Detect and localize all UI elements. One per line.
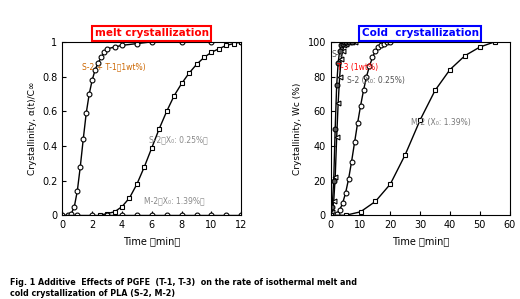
Text: S-2: S-2 [332,51,344,60]
Text: S-2 (X₀: 0.25%): S-2 (X₀: 0.25%) [347,77,405,86]
Text: S-2 + T-1（1wt%): S-2 + T-1（1wt%) [82,62,146,71]
Text: M-2（X₀: 1.39%）: M-2（X₀: 1.39%） [145,196,205,205]
Y-axis label: Crystallinity, α(t)/C∞: Crystallinity, α(t)/C∞ [28,82,36,175]
Text: T-3 (1wt%): T-3 (1wt%) [336,62,378,71]
Title: melt crystallization: melt crystallization [95,28,209,38]
X-axis label: Time （min）: Time （min） [392,236,449,246]
Text: Fig. 1 Additive  Effects of PGFE  (T-1, T-3)  on the rate of isothermal melt and: Fig. 1 Additive Effects of PGFE (T-1, T-… [10,278,357,298]
Text: S-2（X₀: 0.25%）: S-2（X₀: 0.25%） [149,135,207,144]
Title: Cold  crystallization: Cold crystallization [362,28,478,38]
X-axis label: Time （min）: Time （min） [123,236,180,246]
Text: M-2 (X₀: 1.39%): M-2 (X₀: 1.39%) [411,118,471,127]
Y-axis label: Crystallinity, Wc (%): Crystallinity, Wc (%) [293,83,302,175]
